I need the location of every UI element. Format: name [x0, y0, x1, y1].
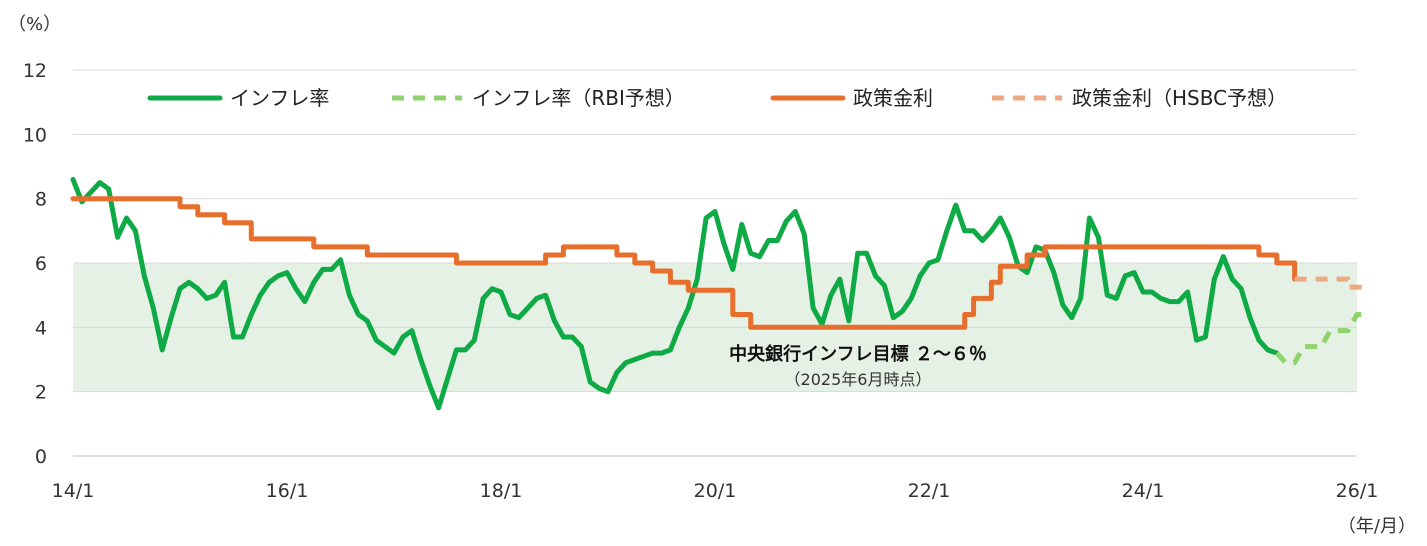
x-tick-label: 16/1 [266, 480, 309, 502]
series-line-2 [70, 196, 1298, 330]
x-unit-label: （年/月） [1338, 516, 1416, 537]
y-tick-label: 8 [35, 189, 47, 211]
series-line-3 [1294, 276, 1366, 290]
band-sublabel: （2025年6月時点） [785, 370, 932, 389]
x-tick-label: 24/1 [1122, 480, 1165, 502]
series-lines [70, 176, 1366, 411]
gridlines [73, 69, 1357, 457]
y-axis-ticks: 0 2 4 6 8 10 12 [23, 60, 47, 468]
y-unit-label: （%） [8, 14, 61, 35]
x-axis-ticks: 14/1 16/1 18/1 20/1 22/1 24/1 26/1 [52, 480, 1379, 502]
y-tick-label: 4 [35, 317, 47, 339]
x-tick-label: 22/1 [908, 480, 951, 502]
legend-label-3: 政策金利（HSBC予想） [1072, 86, 1287, 110]
y-tick-label: 0 [35, 446, 47, 468]
y-tick-label: 6 [35, 253, 47, 275]
legend: インフレ率 インフレ率（RBI予想） 政策金利 政策金利（HSBC予想） [147, 86, 1287, 110]
legend-label-0: インフレ率 [230, 86, 329, 110]
y-tick-label: 12 [23, 60, 47, 82]
y-tick-label: 10 [23, 124, 47, 146]
legend-label-2: 政策金利 [853, 86, 933, 110]
x-tick-label: 14/1 [52, 480, 95, 502]
series-line-0 [70, 176, 1280, 411]
x-tick-label: 20/1 [694, 480, 737, 502]
band-label: 中央銀行インフレ目標 ２～６％ [729, 343, 987, 365]
y-tick-label: 2 [35, 382, 47, 404]
legend-label-1: インフレ率（RBI予想） [472, 86, 685, 110]
x-tick-label: 18/1 [480, 480, 523, 502]
x-tick-label: 26/1 [1336, 480, 1379, 502]
